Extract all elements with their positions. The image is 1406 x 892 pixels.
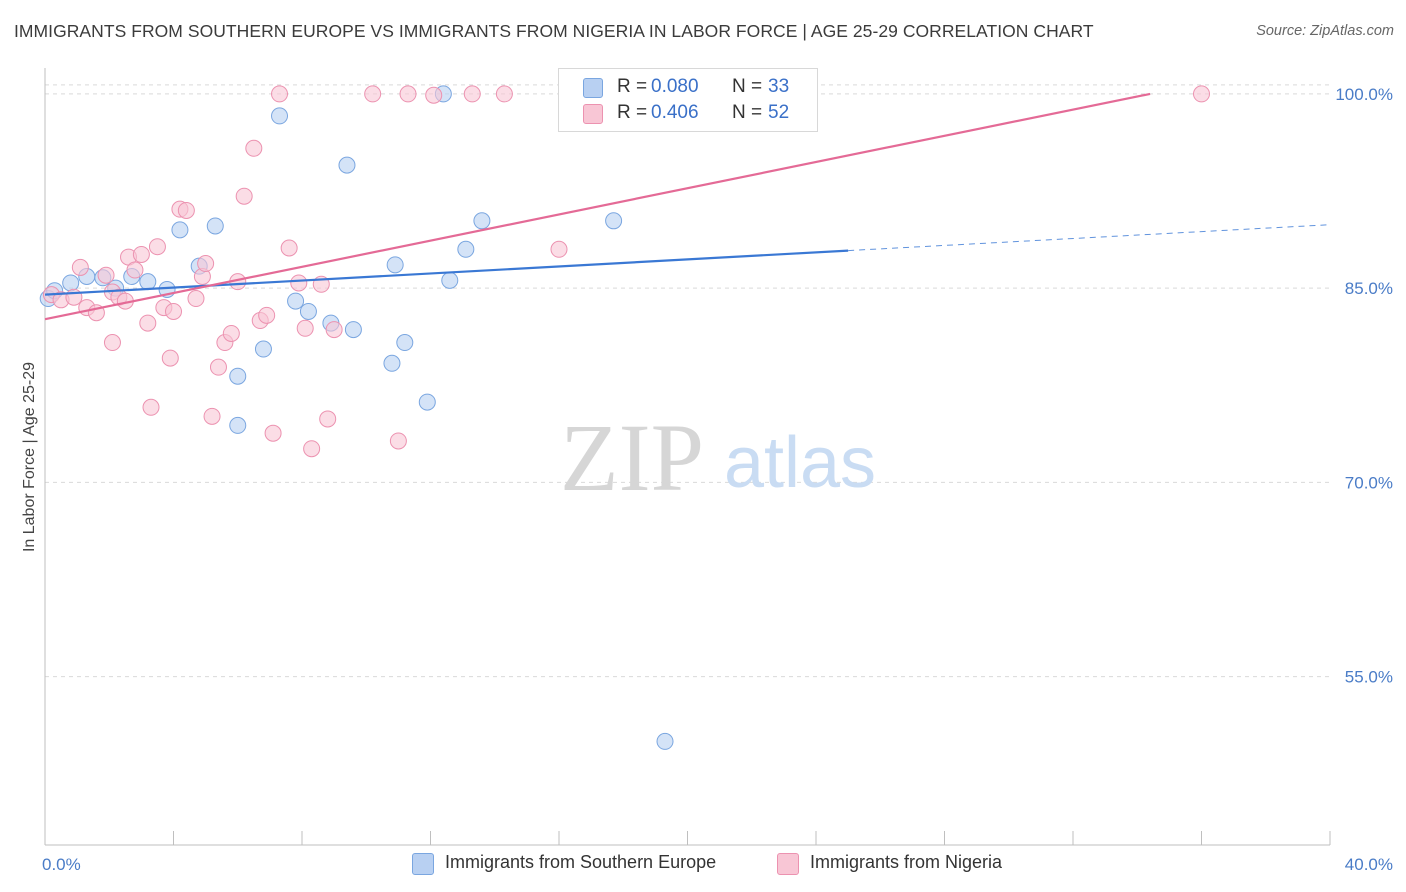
point-southern-europe: [287, 292, 305, 310]
point-southern-europe: [441, 271, 459, 289]
point-nigeria: [103, 334, 121, 352]
x-tick-label: 0.0%: [42, 855, 81, 874]
point-southern-europe: [338, 156, 356, 174]
point-nigeria: [126, 261, 144, 279]
legend-swatch-nigeria: [583, 104, 603, 124]
point-southern-europe: [171, 221, 189, 239]
point-southern-europe: [383, 354, 401, 372]
point-nigeria: [139, 314, 157, 332]
point-southern-europe: [229, 416, 247, 434]
x-tick-label: 40.0%: [1345, 855, 1393, 874]
point-southern-europe: [62, 274, 80, 292]
point-nigeria: [271, 85, 289, 103]
point-nigeria: [495, 85, 513, 103]
point-nigeria: [280, 239, 298, 257]
point-nigeria: [132, 245, 150, 263]
point-nigeria: [319, 410, 337, 428]
bottom-legend-label-nigeria: Immigrants from Nigeria: [810, 852, 1003, 872]
bottom-legend-label-southern-europe: Immigrants from Southern Europe: [445, 852, 717, 872]
point-southern-europe: [139, 273, 157, 291]
point-nigeria: [1193, 85, 1210, 103]
point-nigeria: [258, 306, 276, 324]
point-southern-europe: [396, 334, 414, 352]
y-tick-label: 55.0%: [1345, 668, 1393, 687]
legend-swatch-southern-europe: [583, 78, 603, 98]
watermark-zip: ZIP: [560, 404, 704, 511]
legend-n-label: N =: [732, 102, 763, 123]
point-nigeria: [364, 85, 382, 103]
correlation-legend: R = 0.080 N = 33 R = 0.406 N = 52: [558, 68, 818, 132]
bottom-legend-swatch-southern-europe: [412, 853, 434, 875]
chart-title: IMMIGRANTS FROM SOUTHERN EUROPE VS IMMIG…: [14, 21, 1094, 41]
point-southern-europe: [271, 107, 289, 125]
bottom-legend-swatch-nigeria: [777, 853, 799, 875]
point-southern-europe: [457, 240, 475, 258]
point-nigeria: [303, 440, 321, 458]
axis-layer: [44, 68, 1331, 846]
point-nigeria: [222, 324, 240, 342]
point-nigeria: [165, 302, 182, 320]
point-nigeria: [209, 358, 227, 376]
point-nigeria: [389, 432, 407, 450]
point-nigeria: [550, 240, 568, 258]
label-layer: 55.0% 70.0% 85.0% 100.0% 0.0% 40.0%: [42, 85, 1393, 874]
point-nigeria: [97, 266, 115, 284]
watermark: ZIP atlas: [560, 404, 876, 511]
point-nigeria: [296, 319, 314, 337]
point-nigeria: [142, 398, 160, 416]
legend-r-value: 0.406: [651, 102, 699, 123]
point-nigeria: [197, 255, 215, 273]
point-nigeria: [187, 290, 205, 308]
point-southern-europe: [656, 732, 674, 750]
point-nigeria: [325, 321, 343, 339]
point-nigeria: [161, 349, 179, 367]
point-southern-europe: [386, 256, 404, 274]
point-southern-europe: [299, 302, 317, 320]
point-nigeria: [245, 139, 263, 157]
point-nigeria: [177, 201, 195, 219]
point-nigeria: [290, 274, 308, 292]
y-tick-label: 100.0%: [1335, 85, 1393, 104]
y-tick-label: 85.0%: [1345, 279, 1393, 298]
legend-n-value: 52: [768, 102, 790, 123]
point-nigeria: [203, 407, 221, 425]
point-southern-europe: [605, 212, 623, 230]
point-nigeria: [425, 86, 443, 104]
point-nigeria: [264, 424, 282, 442]
point-nigeria: [65, 288, 83, 306]
point-nigeria: [399, 85, 417, 103]
point-nigeria: [148, 238, 166, 256]
legend-r-label: R =: [617, 76, 648, 97]
point-southern-europe: [229, 367, 247, 385]
trendline-nigeria: [44, 92, 1151, 321]
points-layer: [39, 85, 1210, 750]
legend-n-label: N =: [732, 76, 763, 97]
point-southern-europe: [254, 340, 272, 358]
point-nigeria: [235, 187, 253, 205]
point-southern-europe: [418, 393, 436, 411]
trendline-southern-europe: [44, 249, 849, 296]
point-southern-europe: [344, 321, 362, 339]
y-tick-label: 70.0%: [1345, 473, 1393, 492]
source-credit: Source: ZipAtlas.com: [1256, 23, 1394, 39]
legend-n-value: 33: [768, 76, 790, 97]
trendline-southern-europe-extension: [848, 224, 1331, 252]
legend-r-label: R =: [617, 102, 648, 123]
point-southern-europe: [473, 212, 491, 230]
point-southern-europe: [206, 217, 224, 235]
watermark-atlas: atlas: [724, 423, 876, 503]
point-nigeria: [71, 258, 89, 276]
trend-layer: [44, 92, 1331, 321]
legend-r-value: 0.080: [651, 76, 699, 97]
point-nigeria: [463, 85, 481, 103]
